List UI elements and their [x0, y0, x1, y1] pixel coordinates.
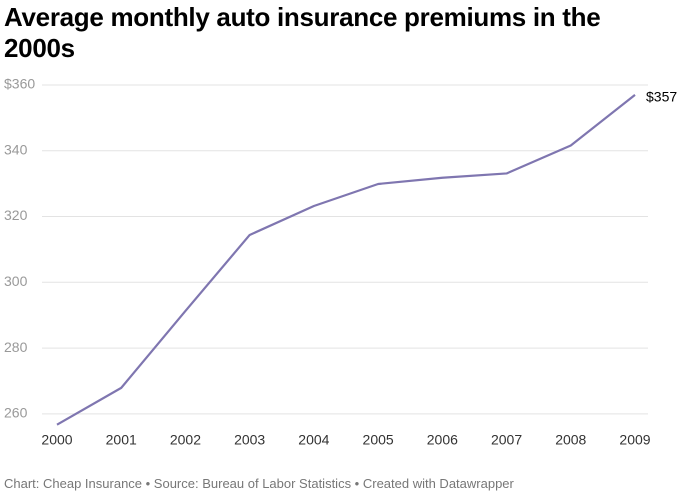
x-tick-label: 2003	[234, 432, 265, 448]
x-tick-label: 2000	[41, 432, 72, 448]
x-tick-label: 2006	[427, 432, 458, 448]
x-tick-label: 2009	[619, 432, 650, 448]
chart: 260 280 300 320 340 $360 2000 2001 2002 2003 2004 2…	[4, 76, 677, 448]
x-tick-label: 2005	[363, 432, 394, 448]
y-tick-label: 340	[4, 141, 28, 157]
y-tick-label: $360	[4, 76, 35, 92]
y-tick-label: 320	[4, 207, 28, 223]
y-tick-label: 260	[4, 405, 28, 421]
chart-source: Chart: Cheap Insurance • Source: Bureau …	[4, 476, 514, 491]
y-tick-label: 300	[4, 273, 28, 289]
x-tick-label: 2001	[106, 432, 137, 448]
chart-title: Average monthly auto insurance premiums …	[4, 2, 601, 63]
x-tick-label: 2007	[491, 432, 522, 448]
line	[56, 94, 636, 426]
x-tick-label: 2008	[555, 432, 586, 448]
x-tick-label: 2002	[170, 432, 201, 448]
value-label: $357	[646, 89, 677, 105]
x-tick-label: 2004	[298, 432, 329, 448]
y-tick-label: 280	[4, 339, 28, 355]
